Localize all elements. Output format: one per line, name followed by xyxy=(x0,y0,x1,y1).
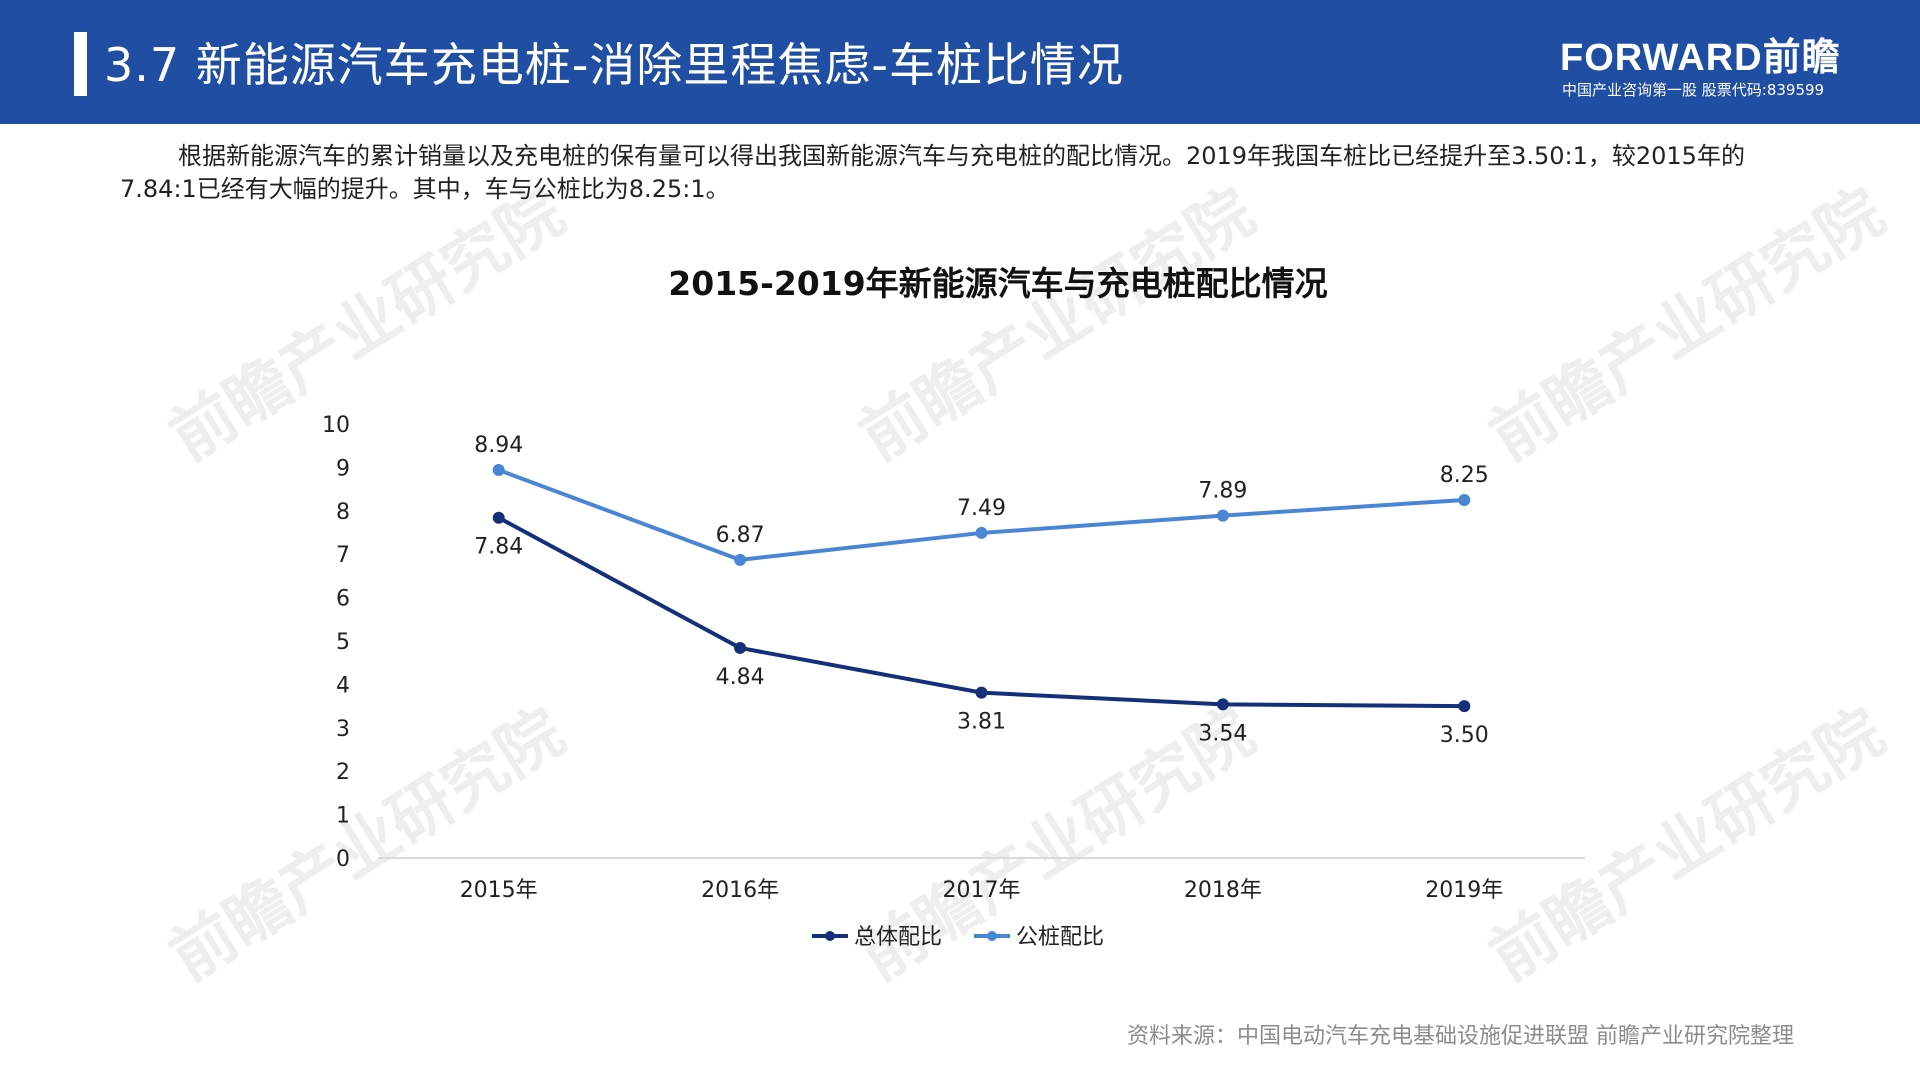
legend-marker xyxy=(987,931,997,941)
y-tick-label: 5 xyxy=(336,630,350,655)
x-tick-label: 2017年 xyxy=(943,878,1021,903)
data-point xyxy=(492,464,505,477)
x-tick-label: 2016年 xyxy=(701,878,779,903)
y-tick-label: 3 xyxy=(336,717,350,742)
y-tick-label: 2 xyxy=(336,760,350,785)
data-label: 7.84 xyxy=(474,535,523,560)
data-label: 8.94 xyxy=(474,433,523,458)
title-accent-bar xyxy=(74,32,87,96)
y-axis: 0 1 2 3 4 5 6 7 8 9 10 xyxy=(322,413,350,872)
source-note: 资料来源：中国电动汽车充电基础设施促进联盟 前瞻产业研究院整理 xyxy=(1127,1024,1794,1049)
y-tick-label: 7 xyxy=(336,543,350,568)
data-point xyxy=(1458,700,1471,713)
data-point xyxy=(1216,698,1229,711)
x-tick-label: 2019年 xyxy=(1425,878,1503,903)
data-label: 7.89 xyxy=(1198,479,1247,504)
data-label: 4.84 xyxy=(716,665,765,690)
y-tick-label: 8 xyxy=(336,500,350,525)
chart-legend: 总体配比 公桩配比 xyxy=(812,925,1104,950)
plot-area: 7.84 4.84 3.81 3.54 3.50 8.94 6.87 7.49 7.89 8.25 xyxy=(474,433,1489,748)
data-point xyxy=(975,526,988,539)
data-label: 7.49 xyxy=(957,496,1006,521)
data-label: 6.87 xyxy=(716,523,765,548)
chart-title: 2015-2019年新能源汽车与充电桩配比情况 xyxy=(668,264,1327,303)
forward-logo: FORWARD前瞻 中国产业咨询第一股 股票代码:839599 xyxy=(1560,36,1860,106)
y-tick-label: 1 xyxy=(336,804,350,829)
x-axis: 2015年 2016年 2017年 2018年 2019年 xyxy=(378,857,1585,903)
data-point xyxy=(1458,493,1471,506)
x-tick-label: 2018年 xyxy=(1184,878,1262,903)
data-point xyxy=(975,686,988,699)
data-label: 8.25 xyxy=(1440,463,1489,488)
data-point xyxy=(734,641,747,654)
series-line xyxy=(497,515,1465,709)
legend-label: 总体配比 xyxy=(854,925,942,950)
data-point xyxy=(734,553,747,566)
intro-text: 根据新能源汽车的累计销量以及充电桩的保有量可以得出我国新能源汽车与充电桩的配比情… xyxy=(120,142,1745,203)
page-title: 3.7 新能源汽车充电桩-消除里程焦虑-车桩比情况 xyxy=(104,38,1124,92)
data-point xyxy=(492,511,505,524)
data-label: 3.50 xyxy=(1440,723,1489,748)
x-tick-label: 2015年 xyxy=(460,878,538,903)
data-label: 3.81 xyxy=(957,710,1006,735)
y-tick-label: 0 xyxy=(336,847,350,872)
intro-paragraph: 根据新能源汽车的累计销量以及充电桩的保有量可以得出我国新能源汽车与充电桩的配比情… xyxy=(120,140,1810,206)
legend-label: 公桩配比 xyxy=(1016,925,1104,950)
y-tick-label: 4 xyxy=(336,673,350,698)
legend-marker xyxy=(825,931,835,941)
data-point xyxy=(1216,509,1229,522)
logo-brand: FORWARD前瞻 xyxy=(1560,37,1841,79)
y-tick-label: 6 xyxy=(336,587,350,612)
logo-tagline: 中国产业咨询第一股 股票代码:839599 xyxy=(1562,81,1825,99)
header-banner: 3.7 新能源汽车充电桩-消除里程焦虑-车桩比情况 FORWARD前瞻 中国产业… xyxy=(0,0,1920,124)
y-tick-label: 10 xyxy=(322,413,350,438)
data-label: 3.54 xyxy=(1198,721,1247,746)
y-tick-label: 9 xyxy=(336,456,350,481)
